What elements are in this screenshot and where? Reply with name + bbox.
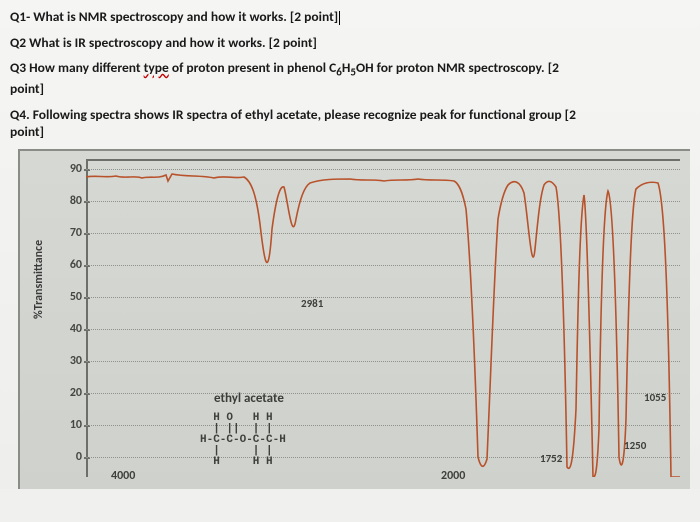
q3-a: Q3 How many different [10,59,144,76]
ir-spectrum-chart: %Transmittance 9080706050403020100 40002… [18,149,690,489]
q3-d: OH for proton NMR spectroscopy. [2 [356,59,559,76]
peak-label: 2981 [301,297,323,310]
y-tick: 90 [56,162,82,176]
peak-label: 1752 [540,452,562,465]
structural-formula: H O H H | || | | H-C-C-O-C-C-H | | | H H… [200,413,286,468]
y-tick: 40 [56,322,82,336]
q4-b: point] [10,123,44,140]
text-cursor [339,11,340,25]
y-tick: 20 [56,386,82,400]
y-tick: 70 [56,226,82,240]
q3-type: type [144,59,169,76]
question-1: Q1- What is NMR spectroscopy and how it … [10,8,690,26]
y-tick: 0 [56,450,82,464]
question-2: Q2 What is IR spectroscopy and how it wo… [10,34,690,52]
y-axis-label: %Transmittance [32,240,46,319]
peak-label: 1250 [624,439,646,452]
q3-b: of proton present in phenol C [169,59,337,76]
y-tick: 80 [56,194,82,208]
question-3: Q3 How many different type of proton pre… [10,59,690,98]
y-tick: 50 [56,290,82,304]
spectrum-line [86,159,680,477]
q1-text: Q1- What is NMR spectroscopy and how it … [10,8,338,25]
y-tick: 60 [56,258,82,272]
q3-e: point] [10,80,44,97]
peak-label: 1055 [644,391,666,404]
question-4: Q4. Following spectra shows IR spectra o… [10,106,690,141]
y-tick: 10 [56,418,82,432]
plot-area: %Transmittance 9080706050403020100 40002… [42,159,682,481]
compound-title: ethyl acetate [214,391,284,406]
q4-a: Q4. Following spectra shows IR spectra o… [10,106,576,123]
y-tick: 30 [56,354,82,368]
